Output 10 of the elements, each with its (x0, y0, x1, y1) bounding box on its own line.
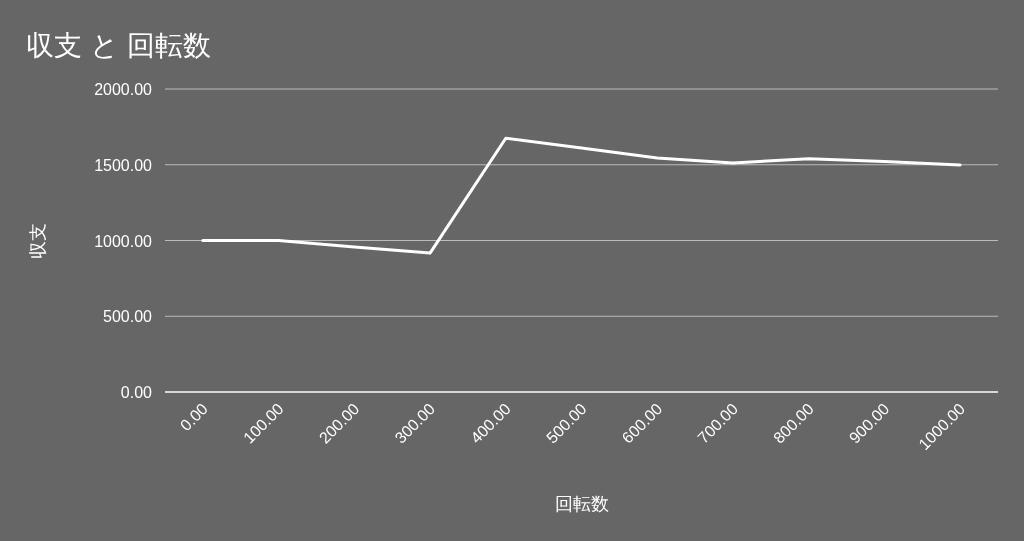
y-tick-label: 500.00 (103, 308, 153, 326)
x-tick-label: 0.00 (176, 400, 212, 435)
chart-title: 収支 と 回転数 (26, 30, 211, 61)
y-tick-label: 1000.00 (94, 232, 153, 250)
y-tick-label: 2000.00 (94, 81, 153, 98)
y-tick-label: 1500.00 (94, 156, 153, 174)
x-axis-title: 回転数 (554, 494, 609, 514)
line-series (201, 136, 962, 255)
y-axis-title: 収支 (28, 222, 48, 259)
y-tick-label: 0.00 (120, 384, 153, 401)
